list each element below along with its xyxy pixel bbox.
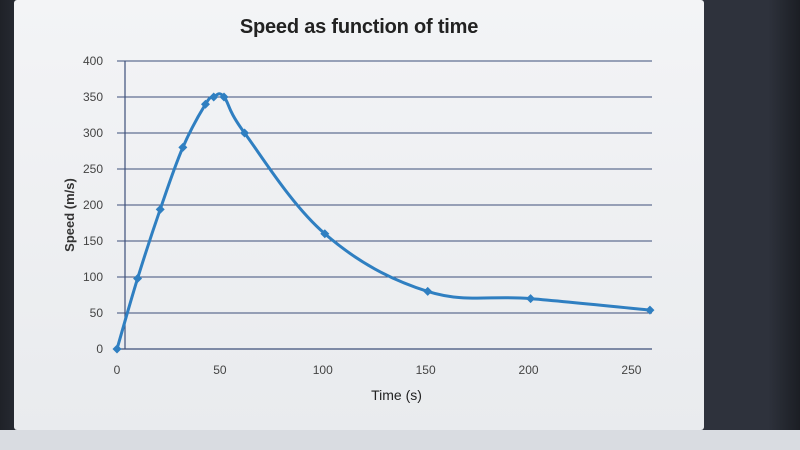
bottom-strip: [0, 430, 800, 450]
grid-lines: [117, 60, 652, 314]
y-tick-label: 250: [83, 162, 103, 176]
y-tick-labels: 0 50 100 150 200 250 300 350 400: [83, 54, 103, 356]
data-point: [200, 99, 210, 109]
x-tick-label: 150: [416, 363, 436, 377]
x-tick-label: 0: [114, 363, 121, 377]
y-tick-label: 200: [83, 198, 103, 212]
x-tick-label: 250: [621, 363, 641, 377]
x-tick-label: 100: [313, 363, 333, 377]
data-point: [423, 286, 433, 296]
x-tick-label: 50: [213, 363, 227, 377]
chart-title: Speed as function of time: [239, 16, 479, 38]
data-point: [155, 204, 165, 214]
series-group: [112, 92, 655, 354]
series-line: [115, 92, 651, 350]
data-point: [645, 305, 655, 315]
data-point: [209, 92, 219, 102]
data-point: [320, 229, 330, 239]
y-tick-label: 50: [90, 306, 104, 320]
x-axis-label: Time (s): [371, 387, 422, 403]
y-tick-label: 300: [83, 126, 103, 140]
axes: [117, 61, 652, 350]
y-tick-label: 150: [83, 234, 103, 248]
y-tick-label: 100: [83, 270, 103, 284]
chart-card: [14, 0, 704, 430]
data-point: [219, 92, 229, 102]
data-point: [133, 273, 143, 283]
data-point: [526, 294, 536, 304]
data-point: [112, 344, 122, 354]
x-tick-labels: 0 50 100 150 200 250: [114, 363, 642, 377]
x-tick-label: 200: [519, 363, 539, 377]
y-tick-label: 400: [83, 54, 103, 68]
y-tick-label: 0: [96, 342, 103, 356]
data-point: [178, 142, 188, 152]
data-point: [240, 128, 250, 138]
y-tick-label: 350: [83, 90, 103, 104]
y-axis-label: Speed (m/s): [62, 178, 77, 252]
